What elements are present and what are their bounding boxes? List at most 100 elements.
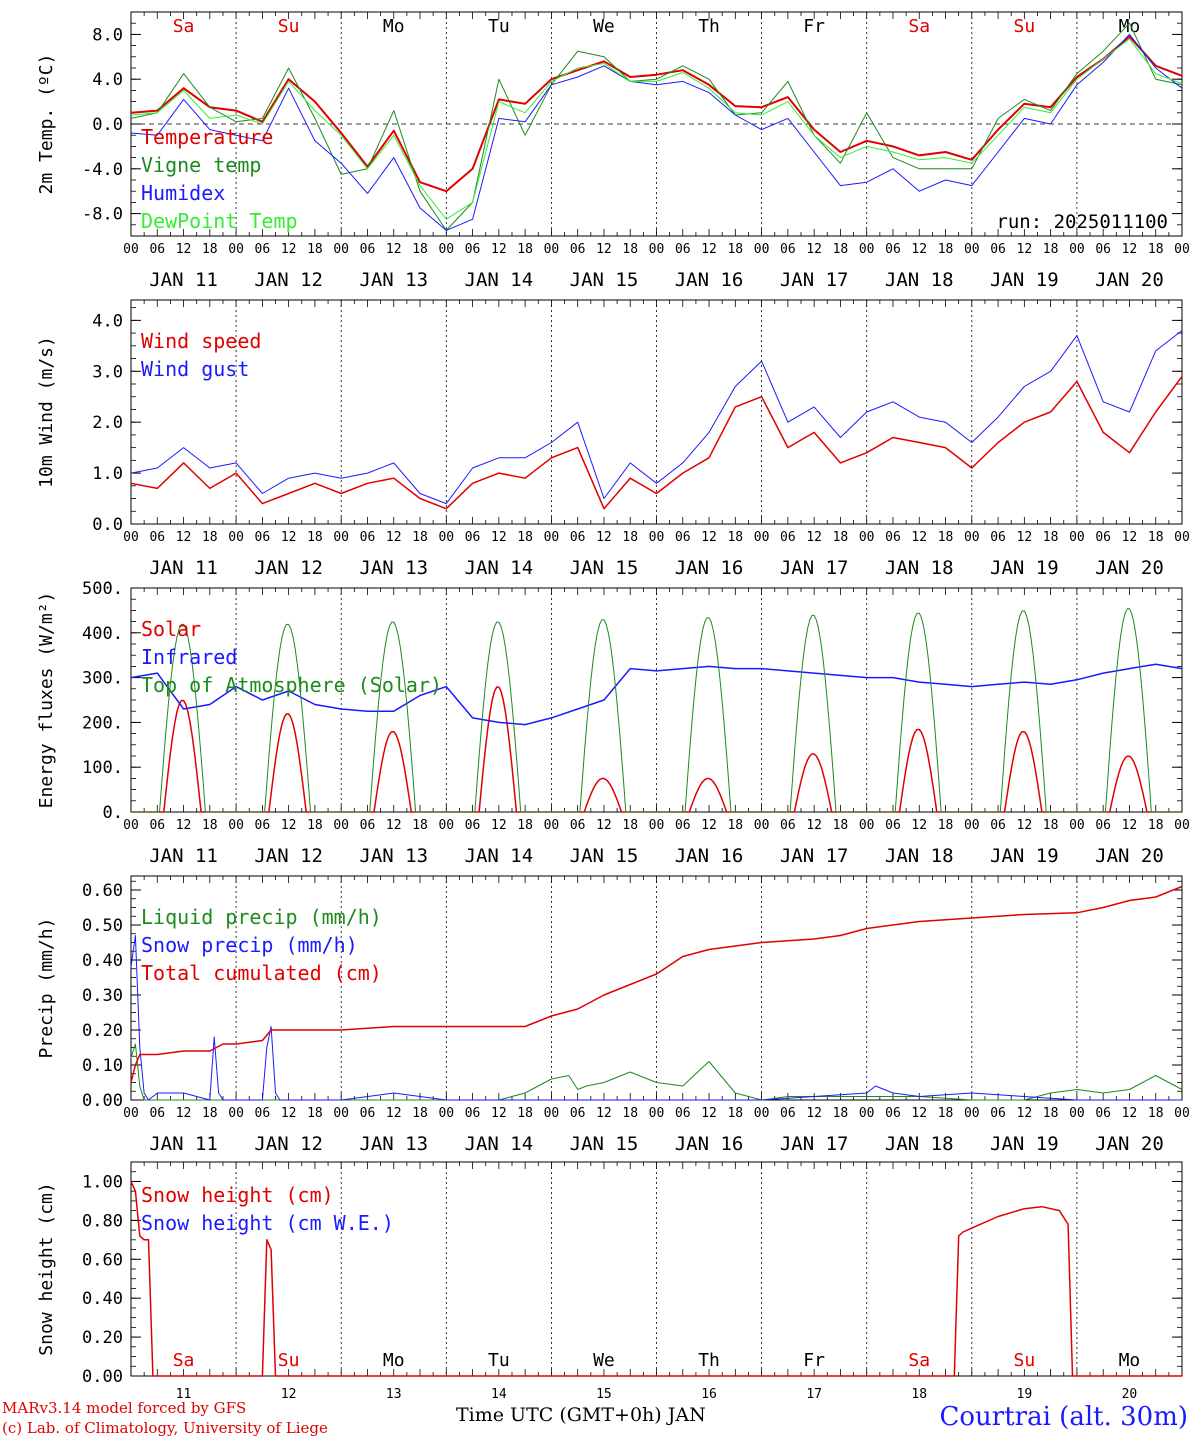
x-hour-label: 12 <box>281 818 297 833</box>
x-date-label: JAN 20 <box>1095 845 1164 867</box>
x-hour-label: 06 <box>570 530 586 545</box>
x-date-label: JAN 11 <box>149 1133 218 1155</box>
legend-entry: Top of Atmosphere (Solar) <box>141 673 442 697</box>
x-hour-label: 06 <box>675 1106 691 1121</box>
legend-entry: Humidex <box>141 181 225 205</box>
chart-panel-2: 0.0 1.0 2.0 3.0 4.0 10m Wind (m/s) 00 06 12 18 00 0… <box>36 299 1190 579</box>
weekday-label: Mo <box>383 1350 405 1371</box>
x-hour-label: 00 <box>1174 1106 1190 1121</box>
x-hour-label: 12 <box>386 818 402 833</box>
x-hour-label: 12 <box>176 242 192 257</box>
x-date-label: JAN 17 <box>780 1133 849 1155</box>
x-hour-label: 18 <box>1148 242 1164 257</box>
y-tick-label: 100. <box>82 758 123 778</box>
x-hour-label: 00 <box>1069 818 1085 833</box>
y-tick-label: 4.0 <box>92 311 123 331</box>
x-date-label: JAN 20 <box>1095 557 1164 579</box>
x-hour-label: 06 <box>255 1106 271 1121</box>
x-hour-label: 06 <box>675 530 691 545</box>
y-tick-label: 0.80 <box>82 1211 123 1231</box>
x-hour-label: 12 <box>806 818 822 833</box>
x-hour-label: 06 <box>570 818 586 833</box>
x-hour-label: 12 <box>596 1106 612 1121</box>
x-hour-label: 18 <box>307 530 323 545</box>
x-hour-label: 18 <box>938 1106 954 1121</box>
x-hour-label: 00 <box>228 530 244 545</box>
x-axis-title: Time UTC (GMT+0h) JAN <box>456 1404 706 1426</box>
x-date-label: JAN 17 <box>780 269 849 291</box>
x-hour-label: 00 <box>333 1106 349 1121</box>
x-date-label: JAN 12 <box>254 557 323 579</box>
x-hour-label: 00 <box>859 242 875 257</box>
x-hour-label: 18 <box>307 818 323 833</box>
x-day-number: 17 <box>806 1387 822 1402</box>
y-axis-label: Snow height (cm) <box>36 1182 57 1355</box>
series-line <box>130 33 1183 231</box>
x-hour-label: 06 <box>465 818 481 833</box>
x-hour-label: 18 <box>517 242 533 257</box>
series-line <box>130 38 1183 220</box>
x-hour-label: 18 <box>622 530 638 545</box>
x-date-label: JAN 12 <box>254 269 323 291</box>
x-hour-label: 18 <box>1148 530 1164 545</box>
x-hour-label: 06 <box>675 242 691 257</box>
y-axis-label: Energy fluxes (W/m²) <box>36 592 57 809</box>
x-hour-label: 00 <box>123 530 139 545</box>
legend-entry: DewPoint Temp <box>141 209 298 233</box>
weekday-label: Fr <box>803 16 825 37</box>
x-day-number: 11 <box>176 1387 192 1402</box>
x-date-label: JAN 18 <box>885 557 954 579</box>
y-tick-label: 0.20 <box>82 1328 123 1348</box>
x-hour-label: 06 <box>1095 1106 1111 1121</box>
y-axis-label: 2m Temp. (ºC) <box>36 54 57 195</box>
y-tick-label: 8.0 <box>92 25 123 45</box>
x-hour-label: 06 <box>885 818 901 833</box>
x-hour-label: 00 <box>649 818 665 833</box>
x-hour-label: 06 <box>885 242 901 257</box>
x-date-label: JAN 14 <box>465 1133 534 1155</box>
legend-entry: Total cumulated (cm) <box>141 961 382 985</box>
x-hour-label: 06 <box>1095 530 1111 545</box>
x-hour-label: 00 <box>333 242 349 257</box>
x-hour-label: 12 <box>596 530 612 545</box>
x-date-label: JAN 16 <box>675 557 744 579</box>
y-tick-label: 4.0 <box>92 70 123 90</box>
x-hour-label: 18 <box>517 818 533 833</box>
x-date-label: JAN 20 <box>1095 269 1164 291</box>
x-hour-label: 18 <box>622 242 638 257</box>
y-tick-label: 3.0 <box>92 362 123 382</box>
x-hour-label: 00 <box>228 818 244 833</box>
x-date-label: JAN 14 <box>465 269 534 291</box>
x-hour-label: 00 <box>123 818 139 833</box>
weekday-label: We <box>593 1350 615 1371</box>
x-date-label: JAN 11 <box>149 557 218 579</box>
weekday-label: Th <box>698 16 720 37</box>
x-date-label: JAN 15 <box>570 1133 639 1155</box>
legend-entry: Snow precip (mm/h) <box>141 933 358 957</box>
x-date-label: JAN 11 <box>149 269 218 291</box>
x-date-label: JAN 16 <box>675 1133 744 1155</box>
x-hour-label: 12 <box>281 530 297 545</box>
x-hour-label: 18 <box>1043 242 1059 257</box>
x-hour-label: 00 <box>649 1106 665 1121</box>
x-hour-label: 12 <box>806 530 822 545</box>
x-hour-label: 12 <box>806 242 822 257</box>
x-hour-label: 18 <box>1043 818 1059 833</box>
x-date-label: JAN 13 <box>359 845 428 867</box>
x-date-label: JAN 14 <box>465 845 534 867</box>
y-tick-label: 0.0 <box>92 515 123 535</box>
x-hour-label: 06 <box>255 530 271 545</box>
x-hour-label: 00 <box>754 530 770 545</box>
x-date-label: JAN 19 <box>990 269 1059 291</box>
y-tick-label: -4.0 <box>82 160 123 180</box>
legend-entry: Temperature <box>141 125 273 149</box>
x-day-number: 19 <box>1017 1387 1033 1402</box>
weekday-label: Sa <box>908 16 930 37</box>
x-day-number: 13 <box>386 1387 402 1402</box>
x-hour-label: 00 <box>964 1106 980 1121</box>
x-hour-label: 00 <box>1174 818 1190 833</box>
x-hour-label: 12 <box>911 242 927 257</box>
x-hour-label: 00 <box>754 242 770 257</box>
x-hour-label: 00 <box>228 1106 244 1121</box>
x-hour-label: 06 <box>255 242 271 257</box>
